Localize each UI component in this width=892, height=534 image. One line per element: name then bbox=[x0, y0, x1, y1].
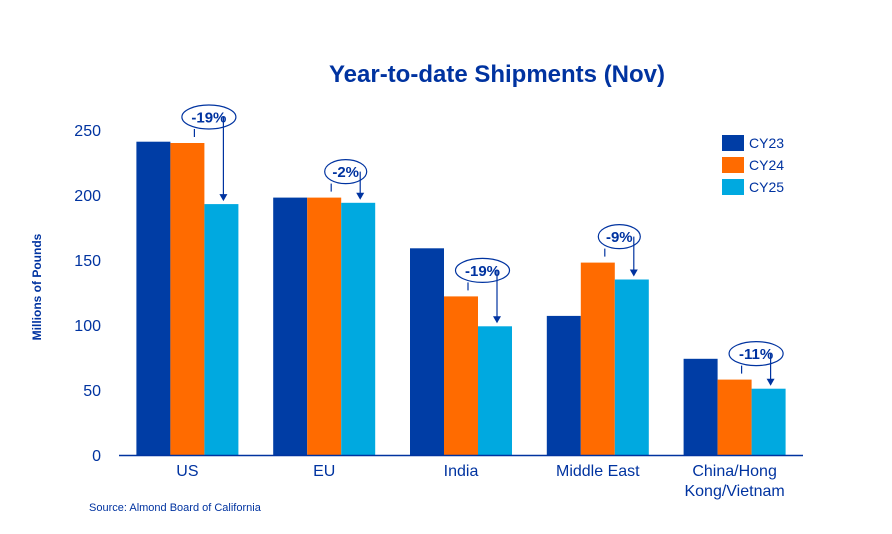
y-tick-label: 100 bbox=[74, 318, 101, 335]
bar-cy25 bbox=[614, 279, 649, 455]
arrow-head-icon bbox=[766, 378, 775, 386]
bar-cy24 bbox=[580, 262, 615, 455]
bar-cy24 bbox=[717, 379, 752, 455]
source-note: Source: Almond Board of California bbox=[89, 502, 262, 514]
bar-cy24 bbox=[307, 197, 342, 455]
legend-swatch-cy25 bbox=[722, 179, 744, 195]
annotation-label: -11% bbox=[739, 346, 773, 363]
category-label: Kong/Vietnam bbox=[684, 483, 784, 500]
chart-title: Year-to-date Shipments (Nov) bbox=[329, 61, 665, 88]
bar-cy25 bbox=[204, 204, 239, 455]
y-tick-label: 150 bbox=[74, 253, 101, 270]
legend-label: CY24 bbox=[749, 157, 784, 173]
category-label: EU bbox=[313, 463, 335, 480]
arrow-head-icon bbox=[356, 192, 365, 200]
bars bbox=[136, 141, 786, 455]
category-labels: US EU India Middle East China/Hong Kong/Vietn… bbox=[176, 463, 784, 500]
category-label: India bbox=[444, 463, 479, 480]
category-label: US bbox=[176, 463, 198, 480]
annotation-label: -2% bbox=[332, 164, 359, 181]
y-tick-label: 50 bbox=[83, 383, 101, 400]
bar-cy24 bbox=[170, 143, 205, 455]
annotation-label: -9% bbox=[606, 229, 633, 246]
annotation-bubble bbox=[597, 224, 641, 250]
annotation-label: -19% bbox=[191, 110, 226, 127]
annotation-bubble bbox=[728, 341, 784, 367]
annotation-label: -19% bbox=[465, 263, 500, 280]
y-tick-label: 0 bbox=[92, 448, 101, 465]
legend-swatch-cy24 bbox=[722, 157, 744, 173]
bar-cy23 bbox=[683, 358, 718, 455]
legend-label: CY23 bbox=[749, 135, 784, 151]
bar-cy24 bbox=[444, 296, 478, 455]
bar-cy23 bbox=[136, 141, 171, 455]
annotations: -19% -2% -19% -9% -11% bbox=[181, 104, 784, 386]
bar-cy23 bbox=[273, 197, 308, 455]
change-annotation: -11% bbox=[728, 341, 784, 386]
bar-cy25 bbox=[478, 326, 512, 455]
y-tick-label: 200 bbox=[74, 188, 101, 205]
arrow-head-icon bbox=[493, 316, 501, 324]
change-annotation: -2% bbox=[324, 159, 368, 200]
category-label: Middle East bbox=[556, 463, 640, 480]
bar-cy23 bbox=[410, 248, 444, 455]
change-annotation: -9% bbox=[597, 224, 641, 277]
category-label: China/Hong bbox=[692, 463, 777, 480]
bar-cy25 bbox=[751, 388, 786, 455]
annotation-bubble bbox=[324, 159, 368, 185]
annotation-bubble bbox=[454, 257, 511, 283]
bar-cy23 bbox=[546, 315, 581, 455]
y-tick-label: 250 bbox=[74, 123, 101, 140]
arrow-head-icon bbox=[219, 194, 228, 202]
y-axis-label: Millions of Pounds bbox=[30, 233, 44, 340]
change-annotation: -19% bbox=[181, 104, 237, 202]
bar-cy25 bbox=[341, 202, 376, 455]
change-annotation: -19% bbox=[454, 257, 511, 324]
y-axis-ticks: 0 50 100 150 200 250 bbox=[74, 123, 101, 465]
legend-swatch-cy23 bbox=[722, 135, 744, 151]
legend-label: CY25 bbox=[749, 179, 784, 195]
annotation-bubble bbox=[181, 104, 237, 130]
legend: CY23 CY24 CY25 bbox=[722, 135, 784, 195]
arrow-head-icon bbox=[629, 269, 638, 277]
